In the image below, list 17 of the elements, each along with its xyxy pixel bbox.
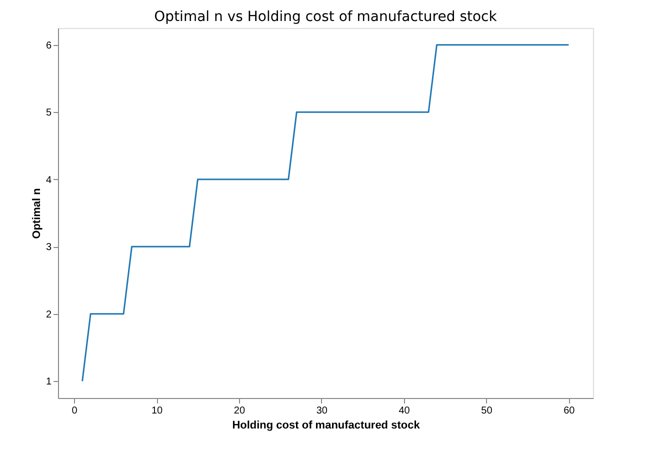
x-tick-label: 0 <box>72 406 78 416</box>
y-tick-label: 1 <box>46 376 52 388</box>
y-tick-label: 5 <box>46 108 52 119</box>
y-tick-label: 3 <box>46 242 52 254</box>
line-series <box>82 44 570 382</box>
x-tick-label: 40 <box>398 406 410 416</box>
y-axis-title: Optimal n <box>30 188 43 239</box>
chart-title: Optimal n vs Holding cost of manufactured stock <box>154 9 498 25</box>
x-tick-label: 20 <box>234 406 246 416</box>
y-tick-label: 4 <box>46 174 52 186</box>
x-tick-label: 10 <box>151 406 164 416</box>
y-tick-label: 6 <box>46 40 52 52</box>
x-tick-label: 60 <box>564 406 576 416</box>
x-axis-title: Holding cost of manufactured stock <box>232 420 421 432</box>
y-tick-label: 2 <box>46 309 52 320</box>
x-tick-label: 30 <box>316 406 328 416</box>
x-tick-label: 50 <box>481 406 493 416</box>
